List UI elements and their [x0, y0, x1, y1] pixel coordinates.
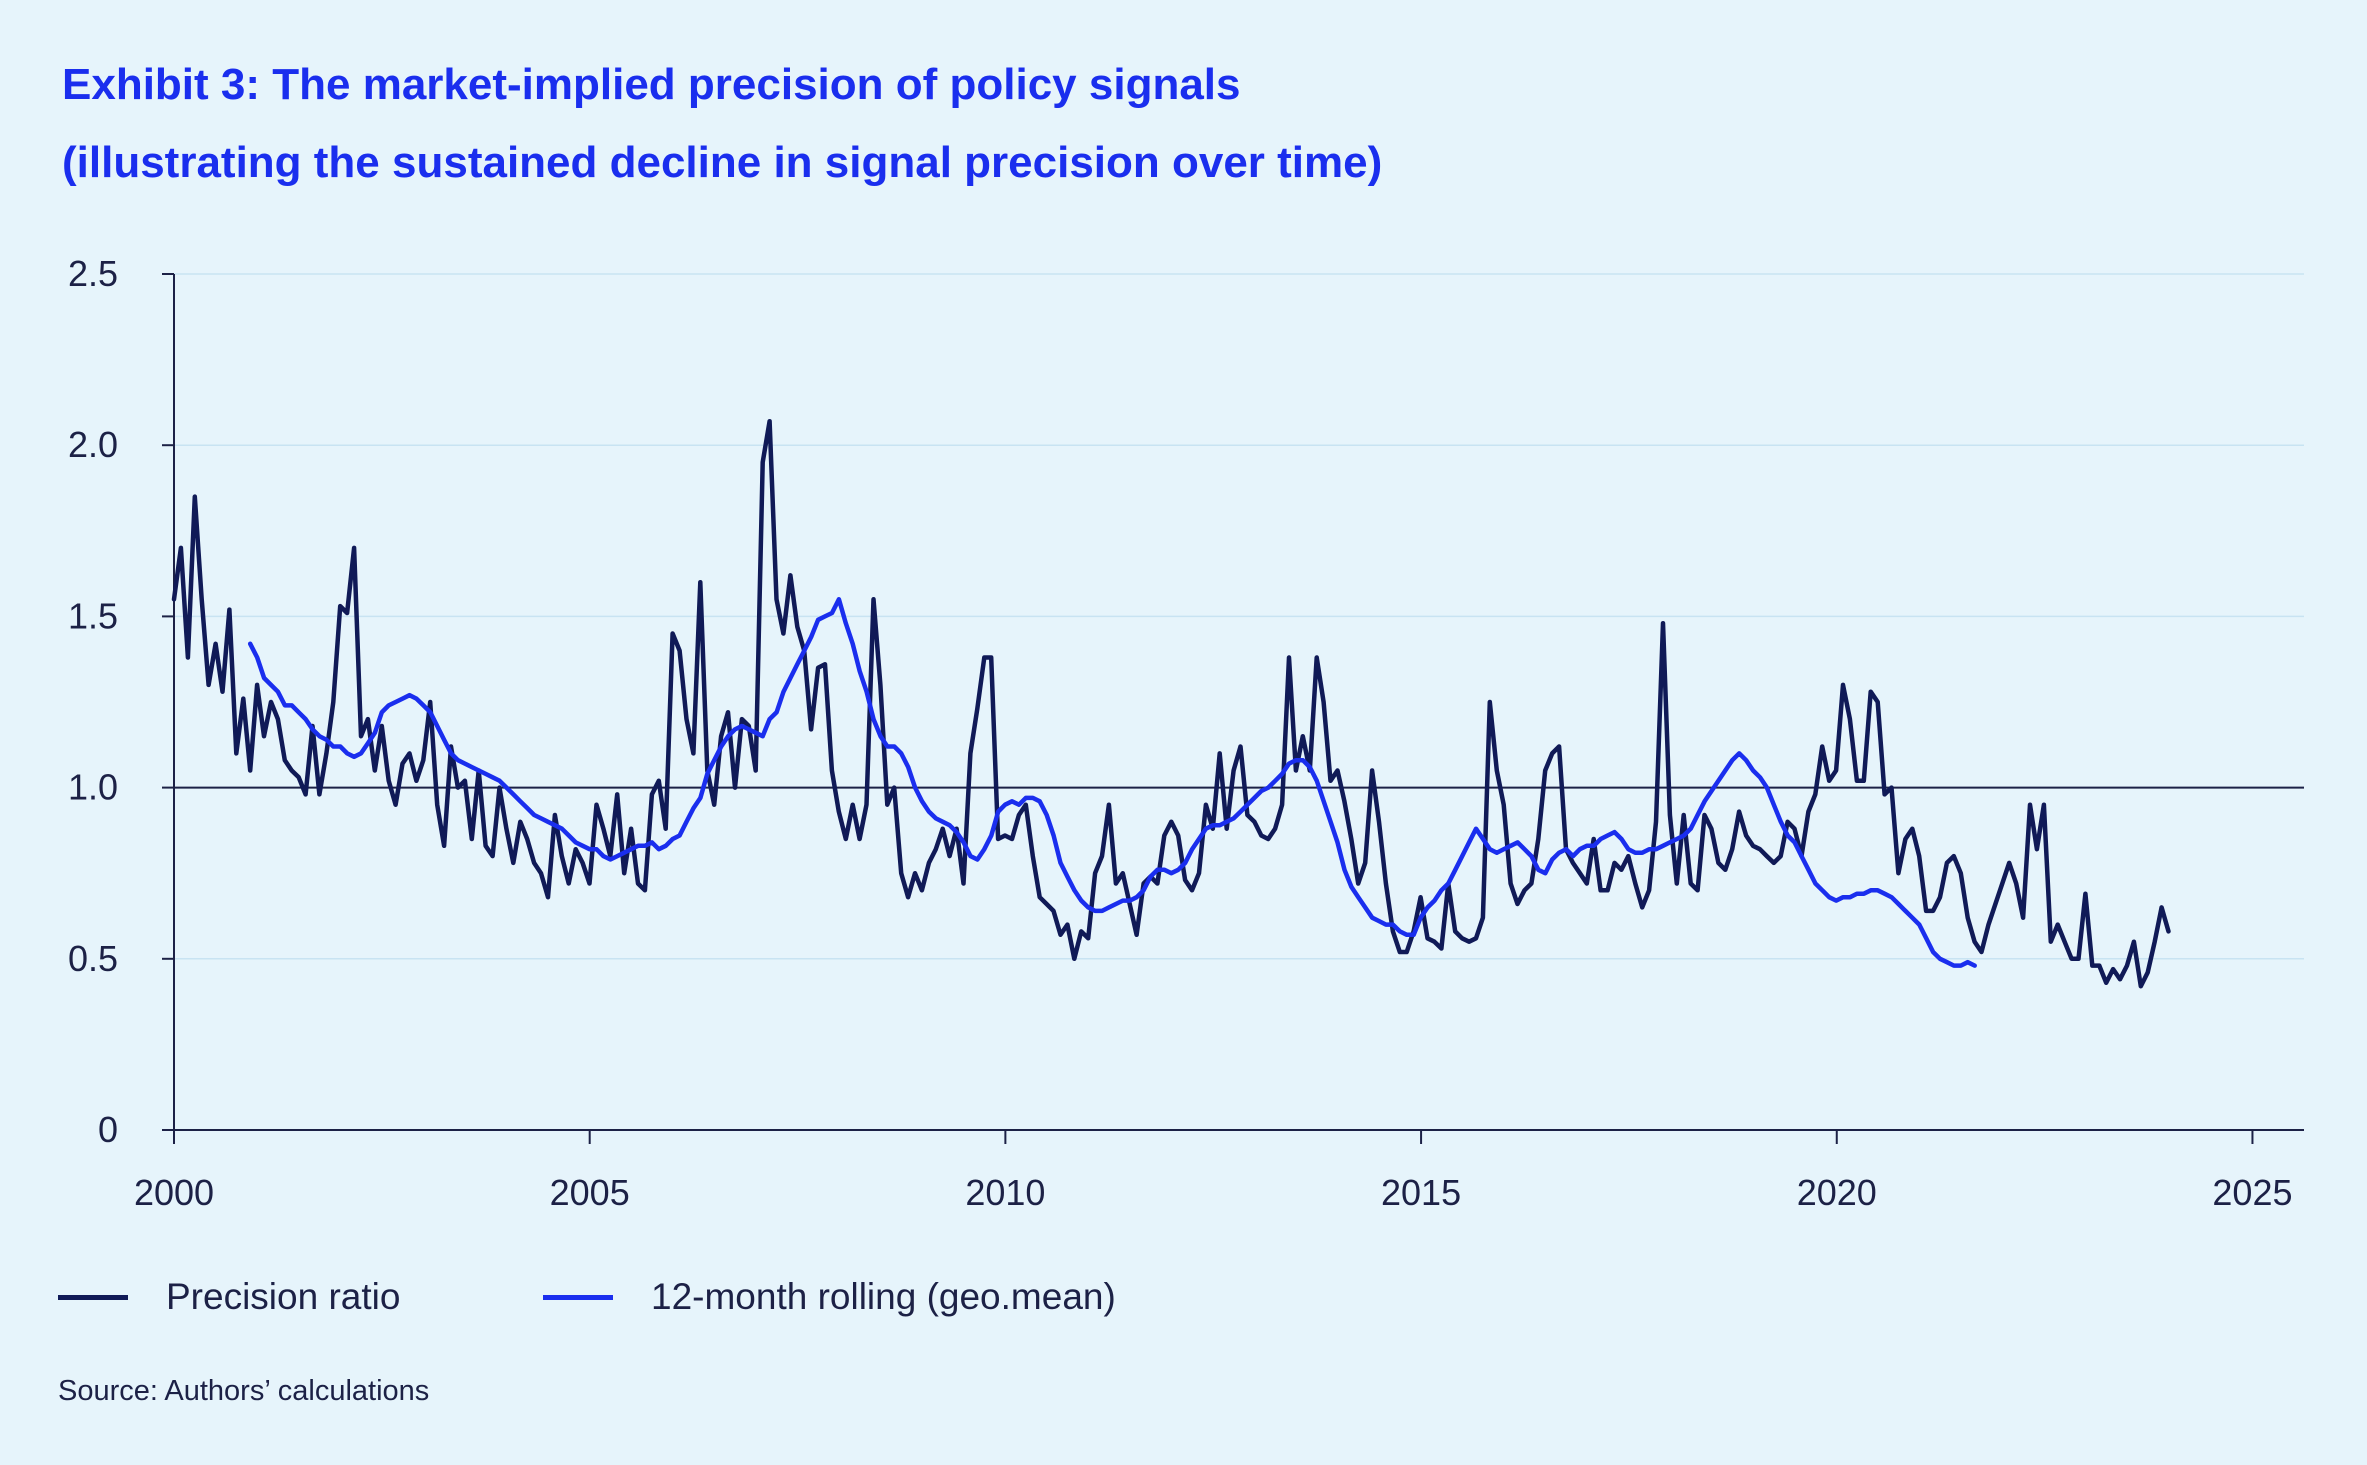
- legend-label-rolling: 12-month rolling (geo.mean): [651, 1276, 1116, 1317]
- legend-swatch-precision-ratio: [58, 1294, 128, 1300]
- chart-title: Exhibit 3: The market-implied precision …: [62, 60, 1241, 109]
- legend-item-precision-ratio: Precision ratio: [58, 1272, 400, 1322]
- y-tick-label: 2.0: [68, 424, 118, 465]
- x-tick-label: 2005: [550, 1172, 630, 1213]
- y-tick-label: 2.5: [68, 253, 118, 294]
- series-line-rolling: [247, 597, 1977, 968]
- x-tick-label: 2020: [1797, 1172, 1877, 1213]
- x-tick-label: 2010: [965, 1172, 1045, 1213]
- series-lines: [171, 418, 2171, 989]
- chart-subtitle: (illustrating the sustained decline in s…: [62, 138, 1383, 187]
- gridlines: [174, 273, 2304, 960]
- legend-swatch-rolling: [543, 1294, 613, 1300]
- tick-labels: 0 0.5 1.0 1.5 2.0 2.5 2000 2005 2010 2015 2020 2025: [68, 253, 2293, 1213]
- y-tick-label: 1.0: [68, 767, 118, 808]
- x-tick-label: 2025: [2212, 1172, 2292, 1213]
- legend-item-rolling: 12-month rolling (geo.mean): [543, 1272, 1116, 1322]
- y-tick-label: 0.5: [68, 938, 118, 979]
- source-note: Source: Authors’ calculations: [58, 1375, 430, 1407]
- legend-label-precision-ratio: Precision ratio: [166, 1276, 401, 1317]
- axes: [162, 273, 2304, 1144]
- series-line-precision-ratio: [171, 418, 2171, 989]
- x-tick-label: 2000: [134, 1172, 214, 1213]
- y-tick-label: 1.5: [68, 595, 118, 636]
- x-tick-label: 2015: [1381, 1172, 1461, 1213]
- y-tick-label: 0: [98, 1109, 118, 1150]
